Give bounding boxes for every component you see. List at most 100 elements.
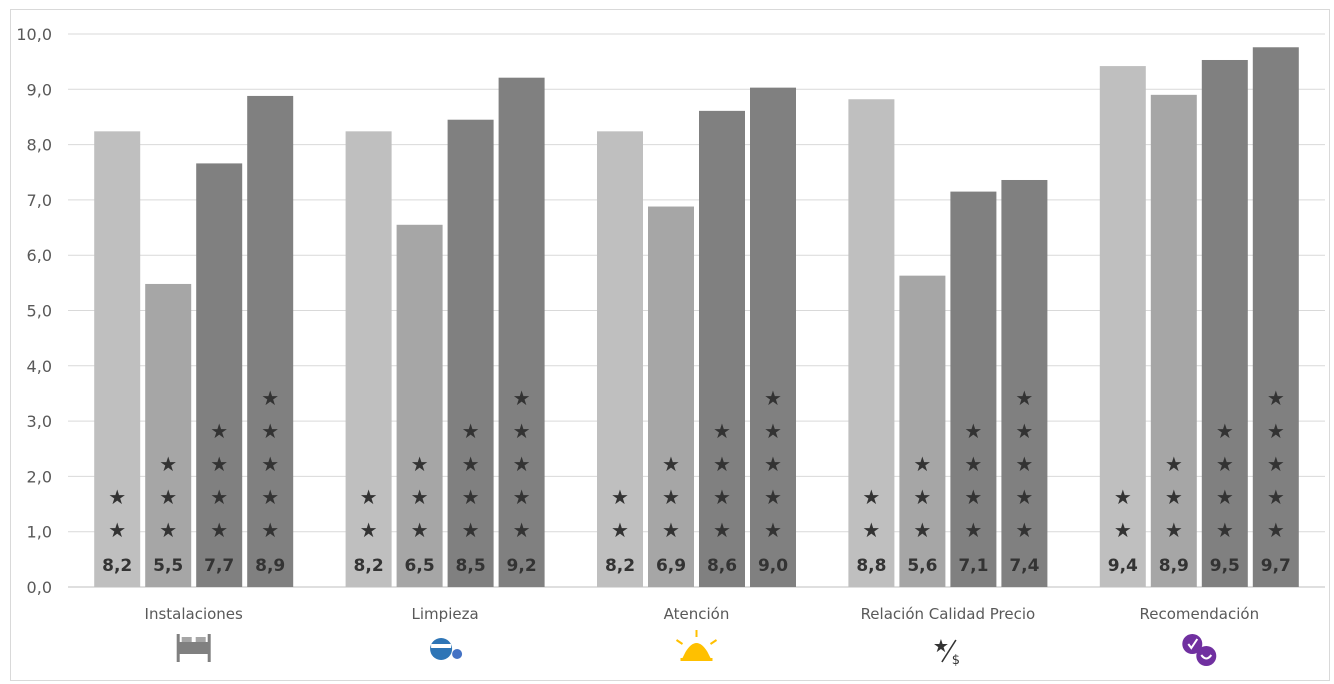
y-tick-label: 10,0: [16, 25, 52, 44]
data-label: 9,7: [1261, 556, 1291, 576]
bed-icon: [178, 642, 209, 654]
bed-icon: [176, 634, 180, 662]
y-tick-label: 6,0: [27, 246, 52, 265]
bar: [750, 87, 796, 588]
bed-icon: [195, 637, 206, 642]
star-icon: ★: [210, 452, 228, 476]
star-icon: ★: [261, 386, 279, 410]
bar: [345, 131, 392, 587]
star-icon: ★: [210, 518, 228, 542]
data-label: 8,2: [354, 556, 384, 576]
star-icon: ★: [713, 518, 731, 542]
bar: [1252, 47, 1299, 588]
bar: [447, 119, 494, 587]
y-tick-label: 1,0: [27, 523, 52, 542]
data-label: 9,0: [758, 556, 788, 576]
star-icon: ★: [1114, 485, 1132, 509]
star-icon: ★: [159, 518, 177, 542]
recommendation-chat-icon: [1196, 646, 1217, 666]
data-label: 8,8: [856, 556, 886, 576]
bar: [1201, 59, 1248, 587]
star-dollar-icon: [941, 639, 957, 663]
recommendation-chat-icon: [1187, 638, 1199, 650]
star-icon: ★: [662, 485, 680, 509]
data-label: 8,6: [707, 556, 737, 576]
star-icon: ★: [662, 518, 680, 542]
bar: [848, 99, 895, 587]
star-icon: ★: [1015, 419, 1033, 443]
bar: [94, 131, 141, 587]
cleaning-staff-icon: [430, 638, 453, 660]
bar: [498, 77, 545, 587]
data-label: 8,9: [1159, 556, 1189, 576]
star-icon: ★: [411, 452, 429, 476]
data-label: 7,7: [204, 556, 234, 576]
data-label: 9,4: [1108, 556, 1138, 576]
star-icon: ★: [1216, 419, 1234, 443]
star-icon: ★: [1267, 386, 1285, 410]
data-label: 5,6: [907, 556, 937, 576]
bar: [699, 110, 745, 587]
star-icon: ★: [713, 419, 731, 443]
category-label: Limpieza: [412, 605, 479, 623]
star-icon: ★: [1015, 386, 1033, 410]
star-icon: ★: [1267, 518, 1285, 542]
star-icon: ★: [210, 419, 228, 443]
data-label: 6,5: [405, 556, 435, 576]
data-label: 8,2: [605, 556, 635, 576]
y-tick-label: 7,0: [27, 191, 52, 210]
data-label: 5,5: [153, 556, 183, 576]
bar: [1099, 66, 1146, 588]
star-icon: ★: [1015, 518, 1033, 542]
data-label: 9,2: [507, 556, 537, 576]
star-icon: ★: [1165, 518, 1183, 542]
service-bell-icon: [709, 639, 718, 645]
star-icon: ★: [411, 518, 429, 542]
star-icon: ★: [1165, 485, 1183, 509]
star-icon: ★: [1015, 452, 1033, 476]
star-icon: ★: [159, 452, 177, 476]
recommendation-chat-icon: [1200, 654, 1213, 660]
star-dollar-icon: $: [952, 653, 960, 668]
service-bell-icon: [680, 658, 713, 661]
bar: [396, 224, 443, 587]
star-icon: ★: [913, 485, 931, 509]
bar: [1150, 94, 1197, 587]
bar: [950, 191, 997, 588]
star-icon: ★: [964, 518, 982, 542]
star-icon: ★: [261, 452, 279, 476]
star-icon: ★: [513, 419, 531, 443]
data-label: 8,2: [102, 556, 132, 576]
star-icon: ★: [261, 518, 279, 542]
star-icon: ★: [261, 419, 279, 443]
bar: [648, 206, 694, 587]
y-tick-label: 3,0: [27, 412, 52, 431]
star-icon: ★: [1114, 518, 1132, 542]
y-tick-label: 4,0: [27, 357, 52, 376]
star-icon: ★: [913, 518, 931, 542]
data-label: 8,5: [456, 556, 486, 576]
star-icon: ★: [764, 419, 782, 443]
star-icon: ★: [1015, 485, 1033, 509]
star-icon: ★: [611, 485, 629, 509]
category-label: Recomendación: [1140, 605, 1260, 623]
star-icon: ★: [764, 452, 782, 476]
star-icon: ★: [513, 485, 531, 509]
star-icon: ★: [462, 485, 480, 509]
star-icon: ★: [1216, 452, 1234, 476]
star-icon: ★: [108, 518, 126, 542]
star-icon: ★: [159, 485, 177, 509]
service-bell-icon: [682, 643, 711, 658]
bar: [1001, 179, 1048, 587]
star-icon: ★: [1216, 485, 1234, 509]
star-icon: ★: [964, 485, 982, 509]
service-bell-icon: [675, 639, 684, 645]
bar: [247, 95, 294, 587]
star-icon: ★: [462, 518, 480, 542]
star-icon: ★: [411, 485, 429, 509]
star-icon: ★: [1267, 452, 1285, 476]
cleaning-staff-icon: [452, 649, 463, 659]
star-icon: ★: [513, 518, 531, 542]
